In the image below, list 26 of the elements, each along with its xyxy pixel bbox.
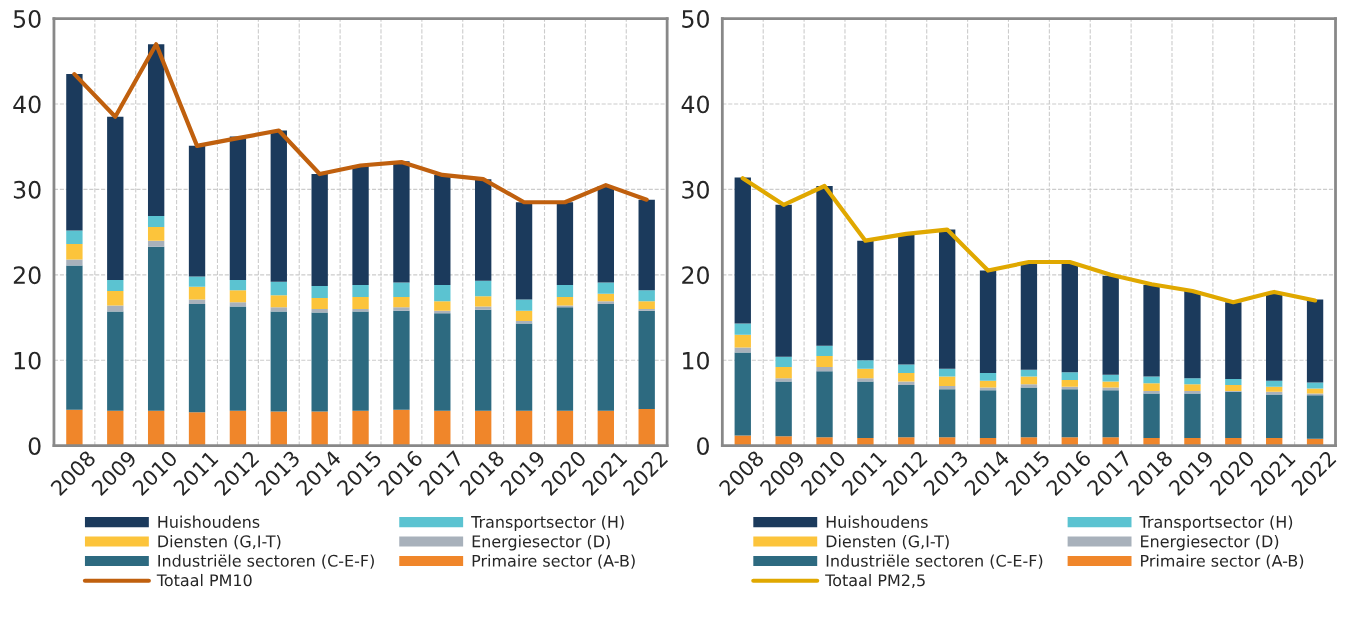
legend-label: Energiesector (D) xyxy=(472,535,610,551)
y-tick-label: 30 xyxy=(13,180,41,199)
y-tick-label: 0 xyxy=(28,437,41,455)
y-tick-label: 40 xyxy=(681,95,709,114)
legend-label: Primaire sector (A-B) xyxy=(1141,554,1304,569)
y-tick-label: 20 xyxy=(682,266,709,285)
y-tick-label: 10 xyxy=(14,351,41,370)
legend-label: Energiesector (D) xyxy=(1141,535,1279,551)
legend-label: Transportsector (H) xyxy=(1139,515,1293,532)
y-tick-label: 40 xyxy=(13,95,41,114)
legend-label: Huishoudens xyxy=(826,515,928,528)
y-tick-label: 50 xyxy=(13,10,41,28)
legend-label: Diensten (G,I-T) xyxy=(158,535,281,550)
y-tick-label: 10 xyxy=(683,351,709,370)
legend-label: Transportsector (H) xyxy=(471,515,624,532)
y-tick-label: 0 xyxy=(697,437,709,455)
legend-label: Totaal PM10 xyxy=(156,573,252,587)
legend-label: Totaal PM2,5 xyxy=(825,573,925,588)
legend-label: Primaire sector (A-B) xyxy=(472,554,635,569)
y-tick-label: 20 xyxy=(13,266,41,285)
y-tick-label: 30 xyxy=(682,180,709,199)
y-tick-label: 50 xyxy=(682,10,709,28)
legend-label: Industriële sectoren (C-E-F) xyxy=(826,554,1043,569)
legend-label: Industriële sectoren (C-E-F) xyxy=(158,554,374,569)
legend-label: Huishoudens xyxy=(158,515,260,528)
legend-label: Diensten (G,I-T) xyxy=(826,535,949,550)
